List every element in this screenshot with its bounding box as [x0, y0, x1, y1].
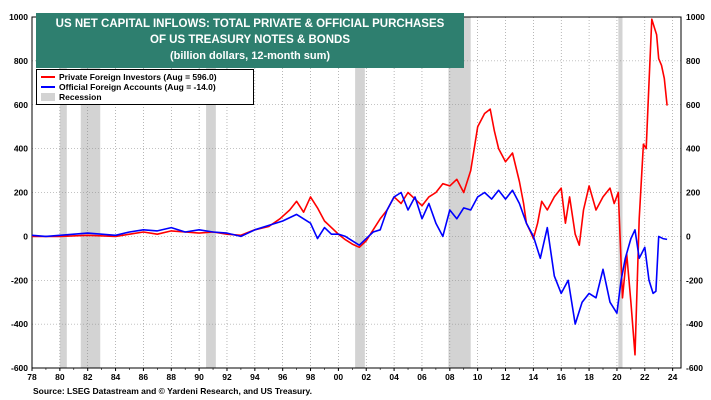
source-note: Source: LSEG Datastream and © Yardeni Re…: [33, 386, 313, 396]
legend-swatch-private: [41, 76, 55, 78]
x-tick-label: 22: [640, 372, 650, 382]
legend-swatch-recession: [41, 93, 55, 101]
y-tick-label-right: 800: [686, 56, 700, 66]
legend-label-official: Official Foreign Accounts (Aug = -14.0): [59, 82, 216, 92]
x-tick-label: 82: [83, 372, 93, 382]
legend-label-recession: Recession: [59, 92, 102, 102]
x-tick-label: 24: [668, 372, 678, 382]
x-tick-label: 98: [306, 372, 316, 382]
chart-title-box: US NET CAPITAL INFLOWS: TOTAL PRIVATE & …: [36, 13, 464, 68]
x-tick-label: 88: [167, 372, 177, 382]
y-tick-label-left: -600: [11, 363, 28, 373]
y-tick-label-left: -400: [11, 319, 28, 329]
legend-swatch-official: [41, 86, 55, 88]
recession-band-2: [206, 17, 216, 368]
chart-legend: Private Foreign Investors (Aug = 596.0) …: [36, 69, 254, 105]
x-tick-label: 14: [529, 372, 539, 382]
chart-title-line-2: OF US TREASURY NOTES & BONDS: [150, 34, 350, 46]
y-tick-label-left: -200: [11, 275, 28, 285]
x-tick-label: 92: [222, 372, 232, 382]
y-tick-label-right: 400: [686, 144, 700, 154]
recession-band-4: [448, 17, 471, 368]
chart-title: US NET CAPITAL INFLOWS: TOTAL PRIVATE & …: [55, 18, 445, 30]
x-tick-label: 80: [55, 372, 65, 382]
x-tick-label: 94: [250, 372, 260, 382]
x-tick-label: 84: [111, 372, 121, 382]
y-tick-label-left: 800: [14, 56, 28, 66]
y-tick-label-left: 1000: [9, 12, 28, 22]
y-tick-label-right: 200: [686, 188, 700, 198]
y-tick-label-left: 200: [14, 188, 28, 198]
legend-label-private: Private Foreign Investors (Aug = 596.0): [59, 72, 217, 82]
chart-subtitle: (billion dollars, 12-month sum): [169, 50, 331, 62]
y-tick-label-right: -200: [686, 275, 703, 285]
x-tick-label: 12: [501, 372, 511, 382]
series-line-private: [32, 18, 668, 356]
x-tick-label: 08: [445, 372, 455, 382]
x-tick-label: 20: [612, 372, 622, 382]
x-tick-label: 86: [139, 372, 149, 382]
y-tick-label-right: -600: [686, 363, 703, 373]
y-tick-label-right: 0: [686, 231, 691, 241]
series-lines: [31, 18, 668, 356]
y-tick-label-right: 1000: [686, 12, 705, 22]
y-tick-label-left: 600: [14, 100, 28, 110]
x-tick-label: 10: [473, 372, 483, 382]
series-line-official: [31, 189, 668, 325]
x-tick-label: 18: [584, 372, 594, 382]
recession-band-0: [59, 17, 67, 368]
x-tick-label: 02: [362, 372, 372, 382]
y-tick-label-right: 600: [686, 100, 700, 110]
y-tick-label-right: -400: [686, 319, 703, 329]
x-tick-label: 78: [27, 372, 37, 382]
x-tick-label: 96: [278, 372, 288, 382]
y-tick-label-left: 400: [14, 144, 28, 154]
x-tick-label: 90: [194, 372, 204, 382]
y-tick-label-left: 0: [23, 231, 28, 241]
x-tick-label: 06: [417, 372, 427, 382]
x-tick-label: 16: [556, 372, 566, 382]
x-tick-label: 00: [334, 372, 344, 382]
x-tick-label: 04: [389, 372, 399, 382]
